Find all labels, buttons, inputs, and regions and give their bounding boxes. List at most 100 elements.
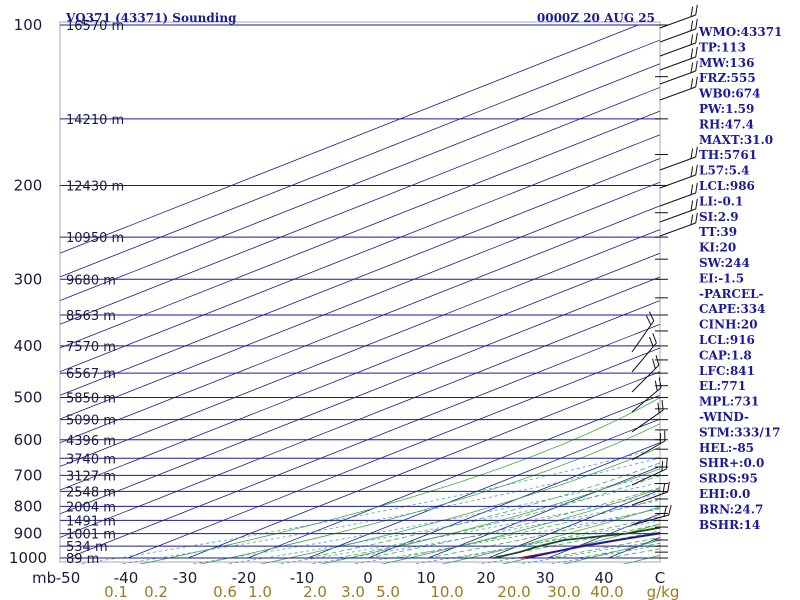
index-label: SHR+:0.0 (699, 456, 764, 470)
isotherm-line (60, 39, 660, 278)
index-label: WMO:43371 (698, 25, 782, 39)
isotherm-line (187, 371, 660, 559)
index-label: HEL:-85 (699, 441, 754, 455)
mixing-ratio-line (517, 539, 660, 564)
height-label: 4396 m (66, 434, 116, 449)
isotherm-line (60, 300, 660, 538)
pressure-tick-label: 500 (14, 389, 43, 407)
temperature-tick-label: -30 (173, 569, 198, 587)
isotherm-line (307, 418, 660, 559)
pressure-tick-label: 700 (14, 466, 43, 484)
height-label: 1491 m (66, 514, 116, 529)
index-label: MPL:731 (699, 395, 759, 409)
pressure-axis-label: mb (32, 569, 56, 587)
isotherm-line (60, 252, 660, 491)
pressure-tick-label: 800 (14, 497, 43, 515)
height-label: 16570 m (66, 19, 124, 34)
wind-barb-lower (631, 505, 672, 526)
dry-adiabat-line (259, 446, 660, 564)
mixing-ratio-line (224, 482, 660, 564)
wind-barb-lower (631, 333, 657, 373)
index-label: TT:39 (699, 225, 737, 239)
height-label: 2004 m (66, 500, 116, 515)
index-label: CAP:1.8 (699, 348, 752, 362)
mixing-ratio-tick-label: 1.0 (248, 583, 272, 600)
temperature-tick-label: -20 (232, 569, 257, 587)
temperature-tick-label: 10 (416, 569, 435, 587)
index-label: RH:47.4 (699, 117, 754, 131)
moist-adiabat-line (337, 475, 660, 559)
index-label: LCL:986 (699, 179, 755, 193)
height-label: 1001 m (66, 528, 116, 543)
mixing-ratio-tick-label: 0.1 (104, 583, 128, 600)
height-label: 8563 m (66, 309, 116, 324)
isotherm-line (427, 465, 660, 559)
mixing-ratio-tick-label: 3.0 (341, 583, 365, 600)
moist-adiabat-line (487, 523, 660, 559)
isotherm-line (60, 229, 660, 467)
pressure-tick-label: 1000 (9, 549, 47, 567)
wind-barb-upper (659, 146, 698, 171)
mixing-ratio-line (189, 474, 660, 564)
index-label: BRN:24.7 (699, 502, 763, 516)
temperature-tick-label: -40 (114, 569, 139, 587)
wind-barb-upper (659, 198, 698, 223)
isotherm-line (60, 276, 660, 515)
wind-barb-upper (659, 60, 698, 85)
isotherm-line (60, 24, 639, 254)
mixing-ratio-tick-label: 10.0 (430, 583, 463, 600)
index-label: KI:20 (699, 241, 736, 255)
mixing-ratio-tick-label: 0.6 (213, 583, 237, 600)
mixing-ratio-tick-label: g/kg (647, 583, 680, 600)
index-label: LCL:916 (699, 333, 755, 347)
pressure-tick-label: 600 (14, 431, 43, 449)
height-label: 9680 m (66, 273, 116, 288)
index-label: MW:136 (699, 56, 754, 70)
height-label: 89 m (66, 552, 99, 567)
wind-barb-upper (659, 76, 698, 101)
dry-adiabat-line (138, 397, 660, 564)
wind-barb-upper (659, 18, 698, 43)
mixing-ratio-line (411, 520, 660, 564)
isotherm-line (60, 205, 660, 444)
mixing-ratio-tick-label: 40.0 (590, 583, 623, 600)
index-label: WB0:674 (698, 87, 760, 101)
pressure-tick-label: 100 (14, 16, 43, 34)
index-label: LFC:841 (699, 364, 755, 378)
index-label: LI:-0.1 (699, 194, 743, 208)
index-label: -PARCEL- (699, 287, 764, 301)
moist-adiabat-line (457, 516, 660, 559)
index-label: SW:244 (699, 256, 750, 270)
height-label: 3740 m (66, 452, 116, 467)
isotherm-line (60, 86, 660, 325)
mixing-ratio-tick-label: 30.0 (547, 583, 580, 600)
index-label: -WIND- (699, 410, 749, 424)
moist-adiabat-line (427, 507, 660, 559)
wind-barb-upper (659, 4, 698, 29)
height-label: 12430 m (66, 179, 124, 194)
isotherm-line (60, 134, 660, 373)
wind-barb-upper (659, 182, 698, 207)
index-label: MAXT:31.0 (699, 133, 773, 147)
index-label: EI:-1.5 (699, 271, 744, 285)
index-label: BSHR:14 (699, 518, 760, 532)
index-label: CAPE:334 (699, 302, 766, 316)
dry-adiabat-line (198, 423, 660, 564)
index-label: SI:2.9 (699, 210, 739, 224)
index-label: FRZ:555 (699, 71, 756, 85)
isotherm-line (367, 442, 660, 559)
isotherm-line (60, 158, 660, 396)
wind-barb-lower (631, 311, 655, 353)
temperature-tick-label: 30 (535, 569, 554, 587)
pressure-tick-label: 900 (14, 525, 43, 543)
temperature-tick-label: 20 (476, 569, 495, 587)
isotherm-line (247, 394, 660, 559)
height-label: 3127 m (66, 469, 116, 484)
mixing-ratio-line (350, 508, 660, 564)
chart-time: 0000Z 20 AUG 25 (537, 11, 655, 25)
isotherm-line (60, 181, 660, 420)
isotherm-line (127, 347, 660, 559)
wind-barb-upper (659, 212, 698, 237)
wind-barb-upper (659, 32, 698, 57)
